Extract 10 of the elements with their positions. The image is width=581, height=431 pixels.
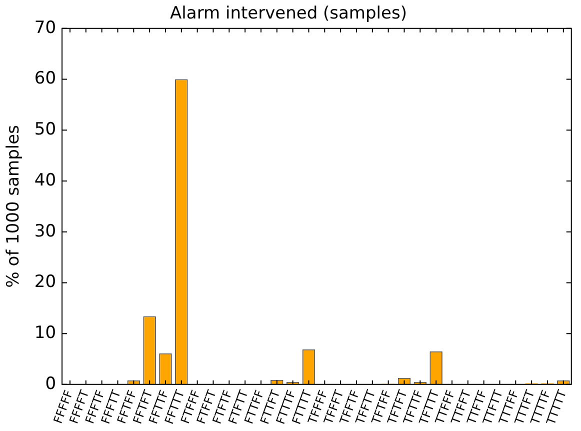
y-tick-label: 10 <box>34 322 56 343</box>
y-tick-label: 20 <box>34 272 56 292</box>
y-tick-label: 60 <box>34 68 56 89</box>
y-tick-label: 40 <box>34 170 56 190</box>
chart-title: Alarm intervened (samples) <box>170 4 407 24</box>
y-tick-label: 50 <box>34 120 56 140</box>
y-tick-label: 30 <box>34 221 56 242</box>
y-tick-label: 0 <box>45 374 56 394</box>
y-axis-title: % of 1000 samples <box>4 124 24 288</box>
y-tick-label: 70 <box>34 18 56 38</box>
